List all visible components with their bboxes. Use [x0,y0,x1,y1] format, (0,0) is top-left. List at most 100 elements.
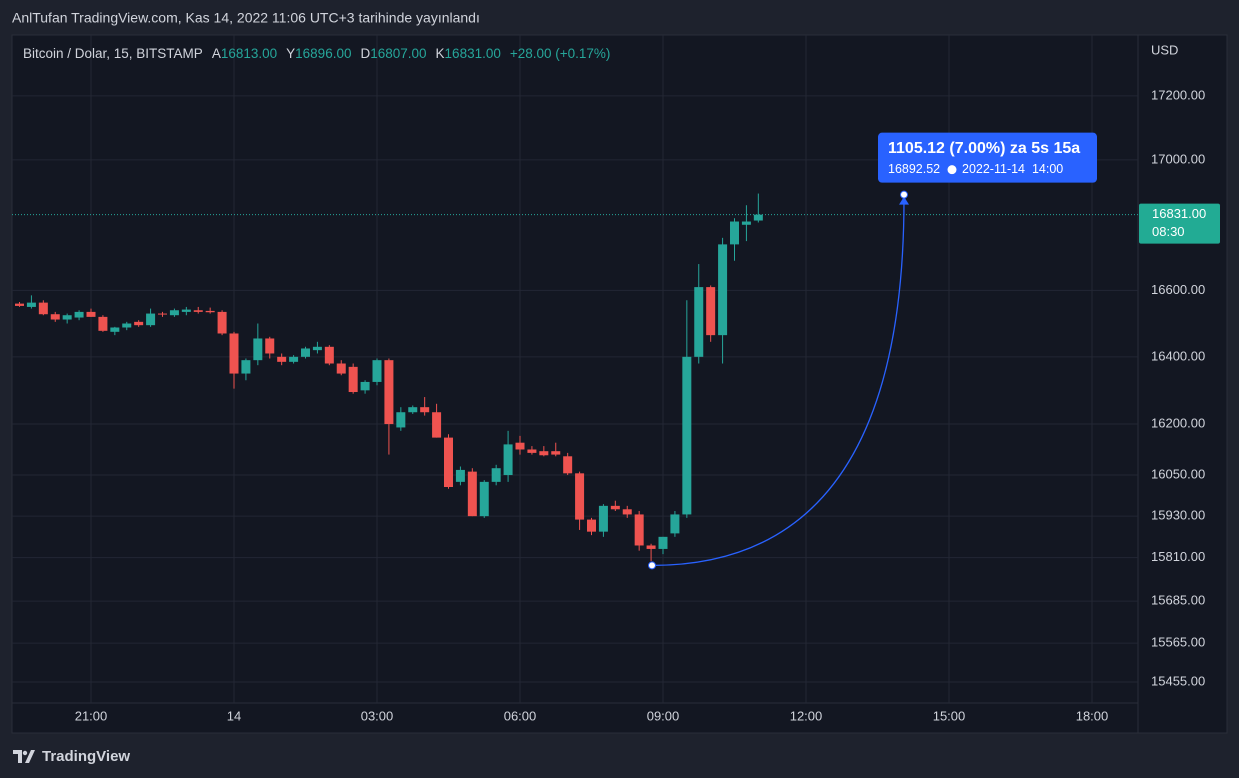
candle-body [479,481,489,517]
y-tick-label: 17200.00 [1151,87,1205,102]
candle-body [670,514,680,534]
x-tick-label: 21:00 [75,708,108,723]
candle-body [193,310,203,312]
candle-body [372,360,382,382]
y-tick-label: 16400.00 [1151,348,1205,363]
candle-body [277,356,287,362]
candle-body [706,287,716,336]
candle-body [741,221,751,225]
candle-body [360,381,370,391]
measure-end [900,190,908,199]
footer-logo [13,750,35,763]
candle-body [336,363,346,374]
candle-body [86,311,96,317]
candle-body [301,348,310,357]
y-tick-label: 15810.00 [1151,549,1205,564]
candle-body [658,536,668,549]
candle-body [694,287,704,357]
candle-body [539,451,549,456]
ohlc-label: A [212,46,221,61]
candle-body [491,468,501,482]
candle-body [253,338,263,361]
candle-body [563,456,573,474]
x-tick-label: 18:00 [1076,708,1109,723]
logo-dot [22,750,28,756]
measure-time: 2022-11-14 14:00 [962,162,1063,176]
candle-body [169,310,179,316]
last-price-box [1139,203,1220,244]
candle-body [158,313,167,315]
x-tick-label: 14 [227,708,241,723]
candle-body [26,302,36,307]
x-tick-label: 12:00 [790,708,823,723]
symbol: Bitcoin / Dolar, 15, BITSTAMP [23,46,203,61]
y-tick-label: 15565.00 [1151,635,1205,650]
ohlc-value: 16831.00 [445,46,501,61]
overlay: 17200.00 17000.00 16600.00 16400.00 16200.00… [12,87,1220,723]
measure-arrow [899,196,909,205]
candle-body [515,442,525,450]
candle-body [646,545,656,549]
candle-body [420,407,430,413]
candle-body [753,214,763,221]
candle-body [527,449,537,453]
y-tick-label: 15455.00 [1151,673,1205,688]
chart-header: Bitcoin / Dolar, 15, BITSTAMP A16813.00 Y1… [23,46,610,61]
countdown: 08:30 [1152,224,1185,239]
candle-body [324,346,334,364]
clock-icon [947,165,957,175]
candle-body [38,302,48,315]
change: +28.00 (+0.17%) [510,46,611,61]
candle-body [312,346,322,351]
candle-body [241,360,251,374]
candle-body [444,437,453,487]
candle-body [348,366,358,393]
candle-body [62,315,72,320]
y-tick-label: 16600.00 [1151,282,1205,297]
ohlc-value: 16813.00 [221,46,277,61]
candle-body [289,356,299,362]
candle-body [265,338,275,354]
candle-body [455,469,465,482]
publisher: AnlTufan TradingView.com, Kas 14, 2022 1… [12,10,480,26]
candles [15,193,763,562]
candle-body [229,333,239,374]
ohlc-value: 16896.00 [295,46,351,61]
candle-body [396,412,406,428]
candle-body [503,444,513,476]
measure-text: 1105.12 (7.00%) za 5s 15a [888,140,1080,157]
candle-body [384,360,394,425]
y-tick-label: 15685.00 [1151,593,1205,608]
candle-body [551,451,561,455]
candle-body [181,309,191,312]
footer-brand: TradingView [42,748,130,765]
currency: USD [1151,42,1178,57]
y-tick-label: 16050.00 [1151,466,1205,481]
candle-body [467,471,477,517]
y-tick-label: 16200.00 [1151,415,1205,430]
x-tick-label: 06:00 [504,708,537,723]
ohlc-label: K [436,46,445,61]
candle-body [718,244,728,336]
y-tick-label: 15930.00 [1151,508,1205,523]
candle-body [110,327,120,332]
ohlc-label: Y [286,46,295,61]
y-tick-label: 17000.00 [1151,151,1205,166]
candle-body [587,519,596,532]
candle-body [134,321,144,326]
candle-body [432,412,442,438]
candle-body [634,514,644,546]
candle-body [15,303,24,306]
x-tick-label: 15:00 [933,708,966,723]
candle-body [730,221,739,245]
ohlc-value: 16807.00 [370,46,426,61]
last-price-label: 16831.00 [1152,206,1206,221]
candle-body [575,473,585,520]
candle-body [598,505,608,532]
candle-body [205,310,215,313]
candle-body [610,505,620,510]
candle-body [146,313,156,326]
candle-body [98,316,108,331]
